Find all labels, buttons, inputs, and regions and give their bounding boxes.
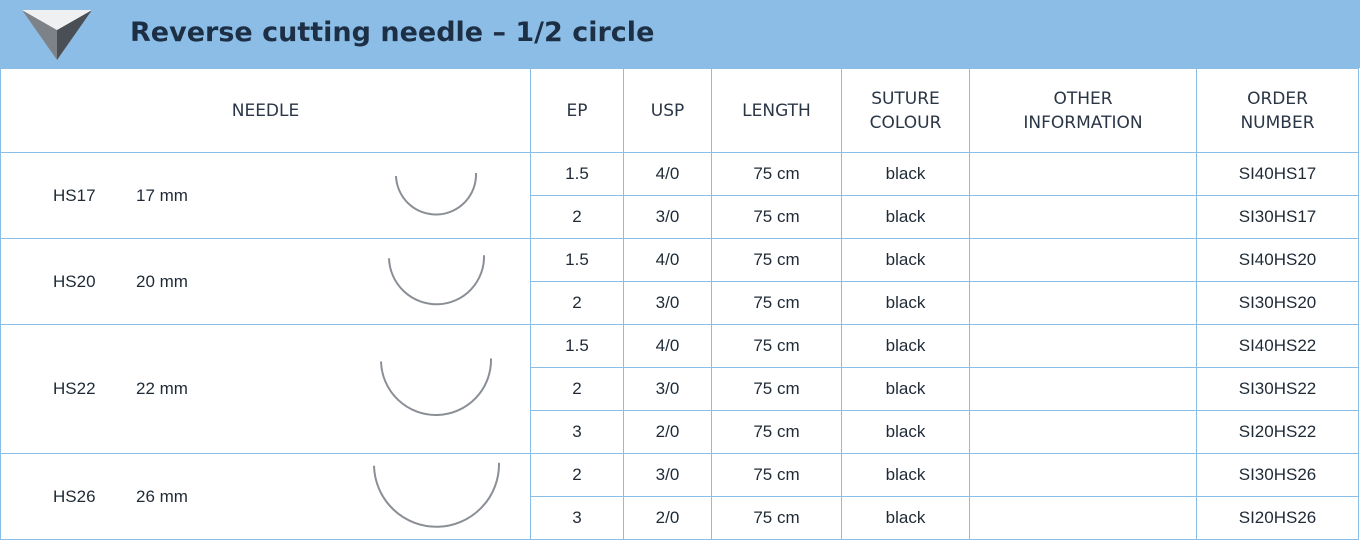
needle-curve	[381, 359, 491, 416]
needle-code: HS20	[53, 272, 96, 292]
table-cell: 75 cm	[712, 454, 842, 497]
table-cell: black	[842, 454, 970, 497]
table-cell: SI20HS26	[1197, 497, 1359, 540]
table-cell: 1.5	[531, 239, 624, 282]
table-cell: SI40HS17	[1197, 153, 1359, 196]
table-cell: 75 cm	[712, 368, 842, 411]
table-cell: 2	[531, 368, 624, 411]
column-header-text: SUTURE COLOUR	[870, 87, 942, 135]
column-header-text: NEEDLE	[232, 99, 300, 123]
needle-size: 26 mm	[136, 487, 188, 507]
table-cell: SI30HS20	[1197, 282, 1359, 325]
table-cell: 3	[531, 497, 624, 540]
needle-size: 20 mm	[136, 272, 188, 292]
page-title: Reverse cutting needle – 1/2 circle	[130, 0, 654, 66]
needle-cell: HS26 26 mm	[1, 454, 531, 540]
table-cell: 75 cm	[712, 325, 842, 368]
page: Reverse cutting needle – 1/2 circle NEED…	[0, 0, 1360, 540]
table-cell: black	[842, 497, 970, 540]
needle-curve	[374, 462, 499, 526]
needle-image	[391, 171, 481, 221]
table-cell: 1.5	[531, 325, 624, 368]
column-header-text: LENGTH	[742, 99, 811, 123]
table-cell: SI20HS22	[1197, 411, 1359, 454]
table-cell: 75 cm	[712, 196, 842, 239]
table-cell: 75 cm	[712, 153, 842, 196]
needle-icon	[22, 8, 92, 60]
other-info-cell	[970, 196, 1197, 239]
other-info-cell	[970, 325, 1197, 368]
needle-image	[384, 253, 489, 311]
other-info-cell	[970, 497, 1197, 540]
table-cell: SI40HS22	[1197, 325, 1359, 368]
column-header-text: EP	[567, 99, 588, 123]
table-cell: SI30HS26	[1197, 454, 1359, 497]
product-table: NEEDLE EP USP LENGTH SUTURE COLOUR OTHER INFO…	[0, 68, 1359, 540]
needle-size: 22 mm	[136, 379, 188, 399]
needle-cell: HS22 22 mm	[1, 325, 531, 454]
table-cell: black	[842, 239, 970, 282]
table-cell: 4/0	[624, 325, 712, 368]
table-cell: black	[842, 196, 970, 239]
column-header-text: ORDER NUMBER	[1240, 87, 1314, 135]
column-header: USP	[624, 69, 712, 153]
table-cell: 2/0	[624, 497, 712, 540]
table-cell: SI40HS20	[1197, 239, 1359, 282]
other-info-cell	[970, 368, 1197, 411]
table-cell: 75 cm	[712, 282, 842, 325]
title-bar: Reverse cutting needle – 1/2 circle	[0, 0, 1360, 68]
column-header: NEEDLE	[1, 69, 531, 153]
table-cell: 1.5	[531, 153, 624, 196]
table-cell: 2	[531, 454, 624, 497]
needle-curve	[389, 255, 484, 304]
needle-image	[376, 357, 496, 422]
table-cell: 75 cm	[712, 497, 842, 540]
table-cell: 3/0	[624, 196, 712, 239]
table-cell: black	[842, 325, 970, 368]
table-cell: 3	[531, 411, 624, 454]
column-header-text: USP	[651, 99, 685, 123]
table-cell: 2	[531, 196, 624, 239]
needle-code: HS22	[53, 379, 96, 399]
table-cell: 4/0	[624, 239, 712, 282]
table-cell: black	[842, 411, 970, 454]
needle-image	[369, 460, 504, 533]
table-cell: 2	[531, 282, 624, 325]
table-cell: 2/0	[624, 411, 712, 454]
other-info-cell	[970, 282, 1197, 325]
other-info-cell	[970, 411, 1197, 454]
table-cell: black	[842, 153, 970, 196]
table-cell: black	[842, 282, 970, 325]
table-cell: 3/0	[624, 454, 712, 497]
needle-size: 17 mm	[136, 186, 188, 206]
needle-cell: HS20 20 mm	[1, 239, 531, 325]
table-cell: black	[842, 368, 970, 411]
column-header: EP	[531, 69, 624, 153]
needle-code: HS17	[53, 186, 96, 206]
other-info-cell	[970, 239, 1197, 282]
needle-code: HS26	[53, 487, 96, 507]
column-header: SUTURE COLOUR	[842, 69, 970, 153]
other-info-cell	[970, 454, 1197, 497]
column-header: LENGTH	[712, 69, 842, 153]
table-cell: 3/0	[624, 282, 712, 325]
other-info-cell	[970, 153, 1197, 196]
table-cell: SI30HS17	[1197, 196, 1359, 239]
column-header: OTHER INFORMATION	[970, 69, 1197, 153]
needle-cell: HS17 17 mm	[1, 153, 531, 239]
column-header-text: OTHER INFORMATION	[1023, 87, 1142, 135]
table-cell: 75 cm	[712, 239, 842, 282]
table-cell: 3/0	[624, 368, 712, 411]
header-row: NEEDLE EP USP LENGTH SUTURE COLOUR OTHER INFO…	[1, 69, 1359, 153]
needle-curve	[396, 173, 476, 215]
column-header: ORDER NUMBER	[1197, 69, 1359, 153]
table-cell: 75 cm	[712, 411, 842, 454]
table-cell: SI30HS22	[1197, 368, 1359, 411]
table-cell: 4/0	[624, 153, 712, 196]
